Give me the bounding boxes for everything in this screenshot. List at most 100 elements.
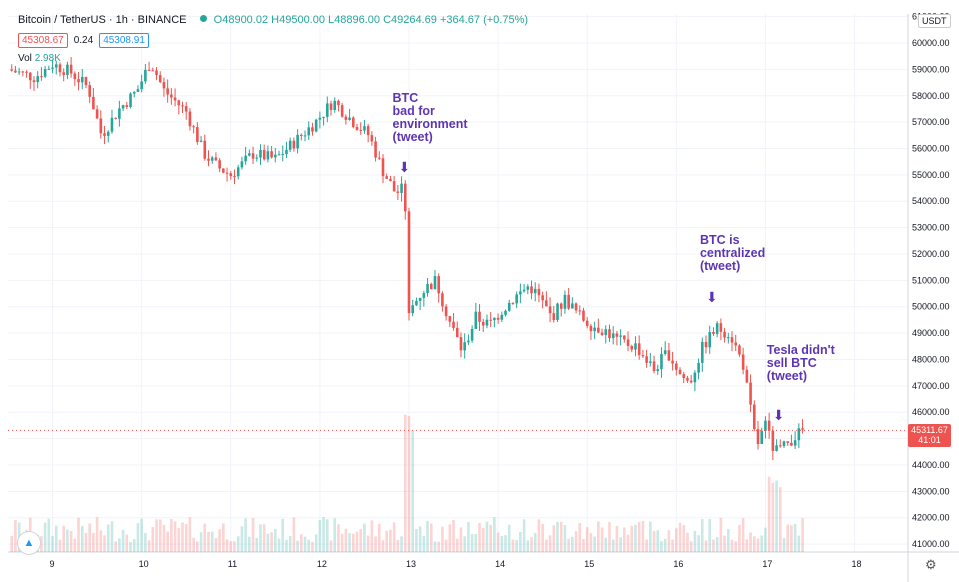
buy-price-button[interactable]: 45308.91 [99, 33, 149, 48]
volume-bar [192, 537, 195, 552]
candle-body [240, 161, 244, 168]
volume-bar [801, 518, 804, 552]
current-price-label: 45311.67 41:01 [908, 424, 951, 447]
volume-bar [593, 536, 596, 552]
candle-body [251, 153, 255, 159]
candle-body [288, 140, 292, 150]
volume-bar [407, 416, 411, 552]
candle-body [370, 135, 374, 142]
candle-body [181, 105, 184, 107]
volume-bar [303, 536, 307, 552]
volume-bar [348, 533, 351, 552]
volume-bar [500, 535, 504, 552]
candle-body [697, 362, 700, 373]
volume-bar [207, 532, 210, 552]
currency-button[interactable]: USDT [918, 14, 951, 28]
candle-body [80, 76, 84, 83]
candle-body [511, 302, 515, 304]
candle-body [749, 382, 752, 405]
volume-bar [340, 533, 344, 552]
candle-body [437, 276, 440, 294]
candle-body [326, 103, 329, 117]
candle-body [741, 354, 745, 370]
volume-bar [166, 531, 169, 552]
candle-body [69, 64, 73, 74]
gear-icon[interactable]: ⚙ [925, 557, 937, 572]
volume-bar [600, 527, 604, 552]
candle-body [28, 72, 32, 81]
candle-body [589, 325, 593, 332]
volume-bar [377, 523, 381, 552]
candle-body [778, 445, 782, 447]
volume-bar [522, 519, 526, 552]
candle-body [248, 153, 251, 156]
volume-bar [244, 518, 247, 552]
candle-body [114, 117, 117, 119]
volume-bar [433, 541, 437, 552]
volume-bar [418, 526, 422, 552]
candle-body [459, 337, 463, 351]
candle-body [645, 356, 648, 363]
volume-bar [649, 521, 652, 552]
tradingview-logo-icon[interactable]: ▲ [17, 531, 41, 555]
volume-bar [734, 541, 738, 552]
volume-bar [236, 536, 240, 552]
candle-body [600, 332, 604, 335]
volume-bar [641, 521, 645, 552]
volume-bar [496, 532, 500, 552]
volume-bar [701, 519, 704, 552]
volume-bar [392, 522, 396, 552]
volume-bar [40, 536, 43, 552]
volume-bar [656, 530, 660, 552]
candle-body [641, 355, 645, 357]
candle-body [92, 96, 95, 110]
volume-bar [281, 518, 285, 552]
candle-body [10, 69, 14, 71]
volume-bar [274, 528, 277, 552]
candle-body [389, 178, 392, 182]
volume-bar [604, 537, 608, 552]
candle-body [277, 154, 281, 156]
volume-bar [463, 536, 466, 552]
x-tick-label: 13 [406, 559, 416, 569]
candle-body [493, 317, 496, 321]
volume-bar [10, 535, 14, 552]
candle-body [552, 313, 556, 321]
sell-price-button[interactable]: 45308.67 [18, 33, 68, 48]
volume-bar [741, 518, 745, 552]
candle-body [426, 283, 429, 294]
volume-bar [426, 520, 429, 552]
y-tick-label: 47000.00 [912, 381, 950, 391]
candle-body [734, 342, 738, 346]
volume-bar [567, 538, 570, 552]
volume-bar [574, 531, 578, 552]
candle-body [73, 73, 77, 80]
candle-body [51, 67, 54, 69]
candle-body [47, 68, 51, 70]
candle-body [418, 297, 422, 301]
candle-body [452, 321, 455, 328]
volume-bar [452, 519, 455, 552]
volume-bar [314, 534, 318, 552]
candle-body [214, 157, 218, 161]
volume-bar [47, 518, 51, 552]
candle-body [563, 294, 567, 309]
volume-bar [652, 530, 656, 552]
volume-bar [292, 517, 296, 552]
candle-body [222, 168, 225, 173]
candle-body [656, 369, 660, 372]
volume-bar [760, 535, 764, 552]
candle-body [611, 333, 615, 339]
volume-bar [300, 534, 303, 552]
candle-body [756, 429, 760, 444]
symbol-title[interactable]: Bitcoin / TetherUS · 1h · BINANCE [18, 14, 187, 26]
volume-bar [248, 536, 251, 552]
volume-bar [444, 539, 448, 552]
volume-bar [240, 526, 244, 552]
volume-bar [199, 532, 203, 552]
x-tick-label: 17 [762, 559, 772, 569]
volume-bar [708, 519, 712, 552]
candle-body [155, 70, 158, 76]
candle-body [210, 157, 214, 161]
